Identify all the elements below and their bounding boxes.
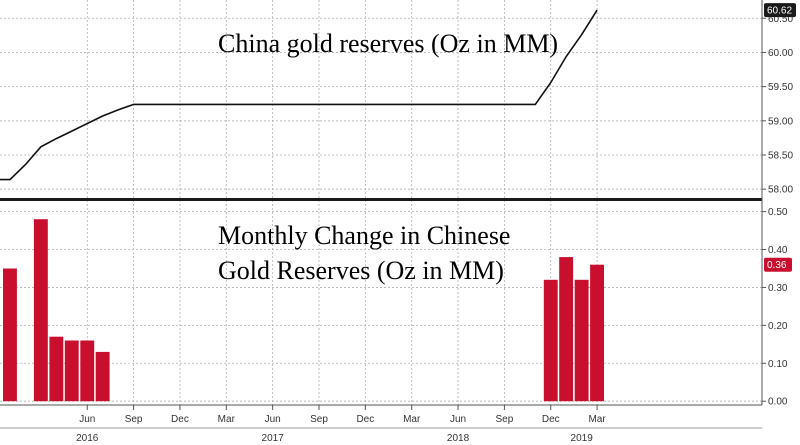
top-chart-title: China gold reserves (Oz in MM) (218, 29, 558, 58)
x-tick-label: Dec (356, 414, 374, 425)
bar-2016-06 (80, 340, 95, 402)
top-y-tick-label: 59.50 (768, 82, 793, 93)
bar-2016-05 (64, 340, 79, 402)
bottom-y-tick-label: 0.50 (768, 207, 788, 218)
year-label: 2019 (571, 433, 594, 444)
top-y-tick-label: 60.50 (768, 14, 793, 25)
bottom-panel-series (3, 219, 604, 402)
bottom-y-axis: 0.00 0.10 0.20 0.30 0.40 0.50 (762, 207, 788, 408)
x-tick-label: Sep (496, 414, 514, 425)
x-tick-label: Dec (171, 414, 189, 425)
bar-2016-01 (3, 268, 17, 402)
x-tick-label: Dec (542, 414, 560, 425)
bottom-chart-title-line-1: Monthly Change in Chinese (218, 221, 510, 250)
bottom-y-tick-label: 0.40 (768, 245, 788, 256)
top-y-tick-label: 60.00 (768, 48, 793, 59)
bottom-panel-grid (0, 211, 762, 402)
x-tick-label: Jun (450, 414, 466, 425)
x-tick-label: Sep (125, 414, 143, 425)
top-last-value-badge: 60.62 (764, 3, 796, 18)
bar-2019-01 (559, 257, 574, 402)
panel-divider (0, 198, 762, 201)
bottom-y-tick-label: 0.20 (768, 321, 788, 332)
bar-2018-12 (543, 279, 558, 402)
bar-2016-03 (33, 219, 48, 402)
bottom-y-tick-label: 0.10 (768, 359, 788, 370)
top-y-tick-label: 58.00 (768, 185, 793, 196)
bar-2016-07 (95, 351, 110, 402)
year-label: 2018 (447, 433, 470, 444)
gold-reserves-line (0, 9, 598, 181)
x-tick-label: Mar (218, 414, 236, 425)
year-axis: 2016 2017 2018 2019 (76, 433, 593, 444)
bottom-chart-title-line-2: Gold Reserves (Oz in MM) (218, 256, 504, 285)
bottom-y-tick-label: 0.00 (768, 397, 788, 408)
year-label: 2017 (262, 433, 285, 444)
bottom-last-value-badge-bg (764, 257, 792, 272)
top-y-tick-label: 58.50 (768, 150, 793, 161)
x-tick-label: Jun (265, 414, 281, 425)
bottom-last-value-badge: 0.36 (764, 257, 792, 272)
bar-2019-03 (590, 264, 604, 402)
top-y-tick-label: 59.00 (768, 116, 793, 127)
x-tick-label: Jun (79, 414, 95, 425)
bar-2016-04 (49, 336, 64, 402)
year-label: 2016 (76, 433, 99, 444)
top-last-value-badge-bg (764, 3, 796, 18)
bottom-last-value-label: 0.36 (767, 260, 787, 271)
top-panel-series (0, 9, 598, 181)
x-axis: Jun Sep Dec Mar Jun Sep Dec Mar Jun Sep Dec Mar (79, 405, 606, 425)
top-y-axis: 58.00 58.50 59.00 59.50 60.00 60.50 (762, 14, 793, 196)
x-tick-label: Mar (403, 414, 421, 425)
top-last-value-label: 60.62 (767, 6, 792, 17)
bottom-y-tick-label: 0.30 (768, 283, 788, 294)
x-tick-label: Sep (310, 414, 328, 425)
bar-2019-02 (574, 279, 589, 402)
x-tick-label: Mar (588, 414, 606, 425)
